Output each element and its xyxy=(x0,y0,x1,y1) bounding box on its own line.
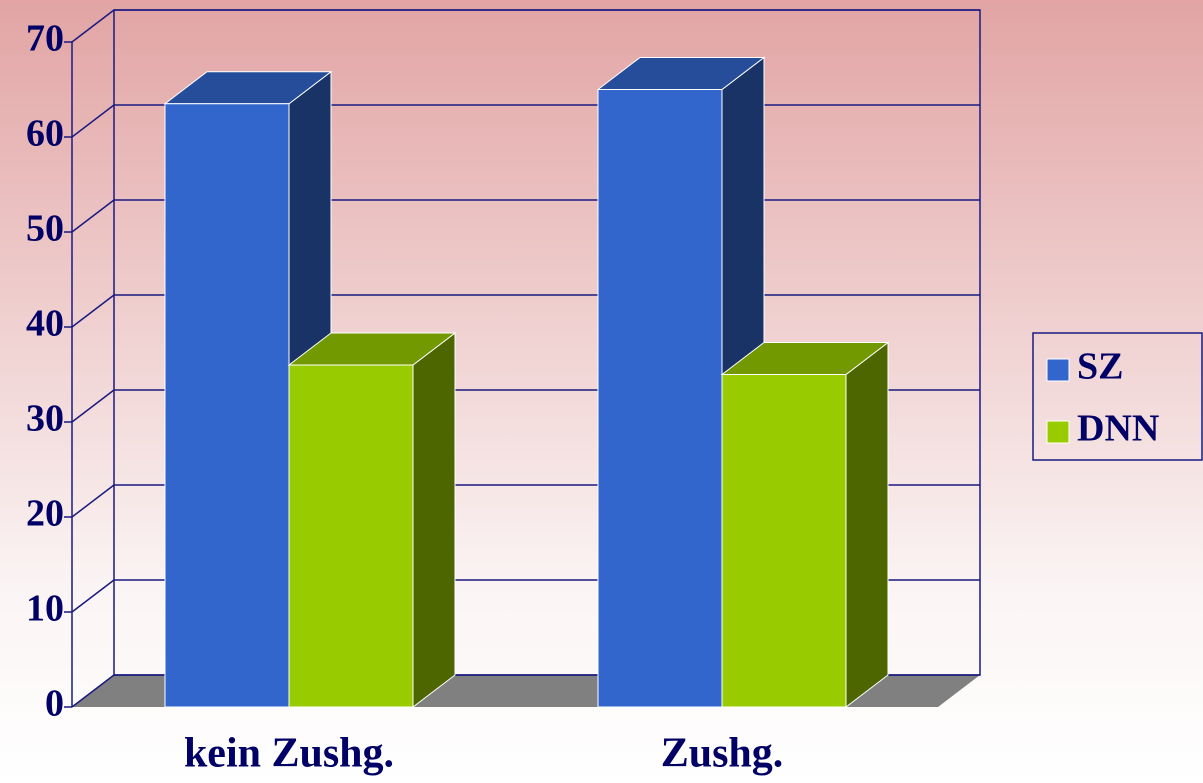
bar-side xyxy=(845,341,889,709)
side-grid-line xyxy=(71,484,115,518)
legend-swatch xyxy=(1046,358,1070,382)
x-tick-label: Zushg. xyxy=(661,731,784,777)
side-grid-line xyxy=(71,389,115,423)
legend-label: DNN xyxy=(1077,408,1159,450)
side-grid-line xyxy=(71,579,115,613)
side-grid-line xyxy=(71,294,115,328)
side-grid-line xyxy=(71,104,115,138)
y-tick-label: 40 xyxy=(26,303,64,345)
y-tick-label: 20 xyxy=(26,493,64,535)
y-tick-label: 10 xyxy=(26,588,64,630)
y-tick-label: 60 xyxy=(26,113,64,155)
bar-front xyxy=(597,89,723,708)
y-tick-label: 30 xyxy=(26,398,64,440)
bar-front xyxy=(288,364,414,708)
bar xyxy=(720,341,890,709)
bar-front xyxy=(164,103,290,708)
side-grid-line xyxy=(71,9,115,43)
side-grid-line xyxy=(71,199,115,233)
side-grid-line xyxy=(71,674,115,708)
x-tick-label: kein Zushg. xyxy=(184,731,394,777)
y-tick-label: 50 xyxy=(26,208,64,250)
y-tick-label: 0 xyxy=(45,683,64,725)
legend-label: SZ xyxy=(1077,346,1123,388)
bar xyxy=(287,331,457,709)
y-tick-label: 70 xyxy=(26,18,64,60)
bar-side xyxy=(412,331,456,709)
bar-front xyxy=(721,374,847,708)
legend-swatch xyxy=(1046,420,1070,444)
legend-box xyxy=(1032,332,1203,461)
